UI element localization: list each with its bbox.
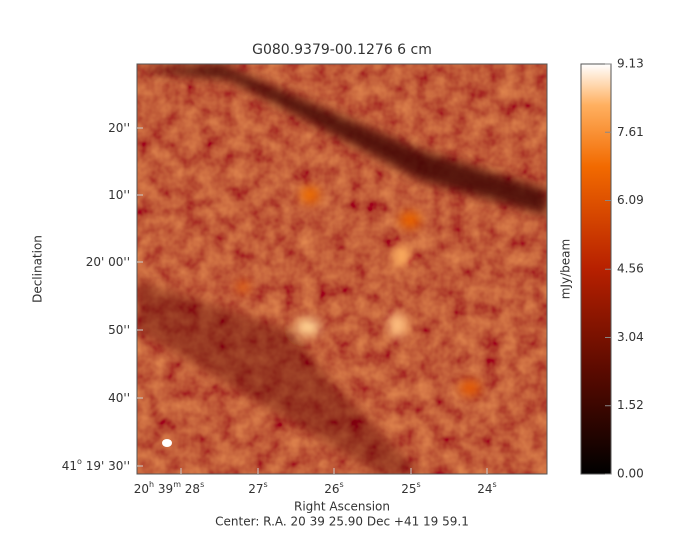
x-tick-label-part: m bbox=[173, 480, 181, 489]
beam bbox=[162, 439, 172, 447]
x-tick-label-part: h bbox=[149, 480, 154, 489]
x-tick-label-part: s bbox=[340, 480, 344, 489]
x-tick-label-part: 27 bbox=[248, 482, 263, 496]
footer: Center: R.A. 20 39 25.90 Dec +41 19 59.1 bbox=[215, 515, 469, 529]
y-tick-label-part: 41 bbox=[62, 459, 77, 473]
x-tick-label: 26s bbox=[324, 480, 343, 496]
x-tick-label: 20h 39m 28s bbox=[134, 480, 205, 496]
y-tick-label-part: 20'' bbox=[108, 121, 130, 135]
x-tick-label: 24s bbox=[477, 480, 496, 496]
radio-map bbox=[137, 64, 547, 474]
colorbar-tick-label: 9.13 bbox=[617, 57, 644, 71]
x-tick-label: 25s bbox=[401, 480, 420, 496]
x-tick-label-part: 28 bbox=[181, 482, 200, 496]
colorbar-tick-label: 0.00 bbox=[617, 467, 644, 481]
y-tick-label-part: o bbox=[77, 457, 82, 466]
y-tick-label: 40'' bbox=[108, 391, 130, 405]
y-tick-label: 10'' bbox=[108, 188, 130, 202]
y-tick-label: 20' 00'' bbox=[86, 255, 130, 269]
colorbar-label: mJy/beam bbox=[559, 239, 573, 299]
y-tick-label-part: 20' 00'' bbox=[86, 255, 130, 269]
y-tick-label: 20'' bbox=[108, 121, 130, 135]
x-tick-label-part: s bbox=[264, 480, 268, 489]
colorbar-tick-label: 3.04 bbox=[617, 330, 644, 344]
y-axis-label: Declination bbox=[31, 235, 45, 303]
x-tick-label-part: 39 bbox=[154, 482, 173, 496]
x-tick-label: 27s bbox=[248, 480, 267, 496]
plot-frame bbox=[136, 63, 548, 475]
x-tick-label-part: 25 bbox=[401, 482, 416, 496]
x-tick-label-part: s bbox=[417, 480, 421, 489]
y-tick-label: 41o 19' 30'' bbox=[62, 457, 130, 473]
title: G080.9379-00.1276 6 cm bbox=[252, 42, 432, 58]
colorbar-tick-label: 6.09 bbox=[617, 193, 644, 207]
x-tick-label-part: 24 bbox=[477, 482, 492, 496]
colorbar-tick-label: 7.61 bbox=[617, 125, 644, 139]
y-tick-label-part: 50'' bbox=[108, 323, 130, 337]
x-axis-label: Right Ascension bbox=[294, 500, 390, 514]
y-tick-label: 50'' bbox=[108, 323, 130, 337]
x-tick-label-part: s bbox=[200, 480, 204, 489]
x-tick-label-part: s bbox=[493, 480, 497, 489]
y-tick-label-part: 19' 30'' bbox=[82, 459, 130, 473]
x-tick-label-part: 26 bbox=[324, 482, 339, 496]
y-tick-label-part: 10'' bbox=[108, 188, 130, 202]
colorbar-tick-label: 4.56 bbox=[617, 262, 644, 276]
colorbar-tick-label: 1.52 bbox=[617, 398, 644, 412]
y-tick-label-part: 40'' bbox=[108, 391, 130, 405]
x-tick-label-part: 20 bbox=[134, 482, 149, 496]
